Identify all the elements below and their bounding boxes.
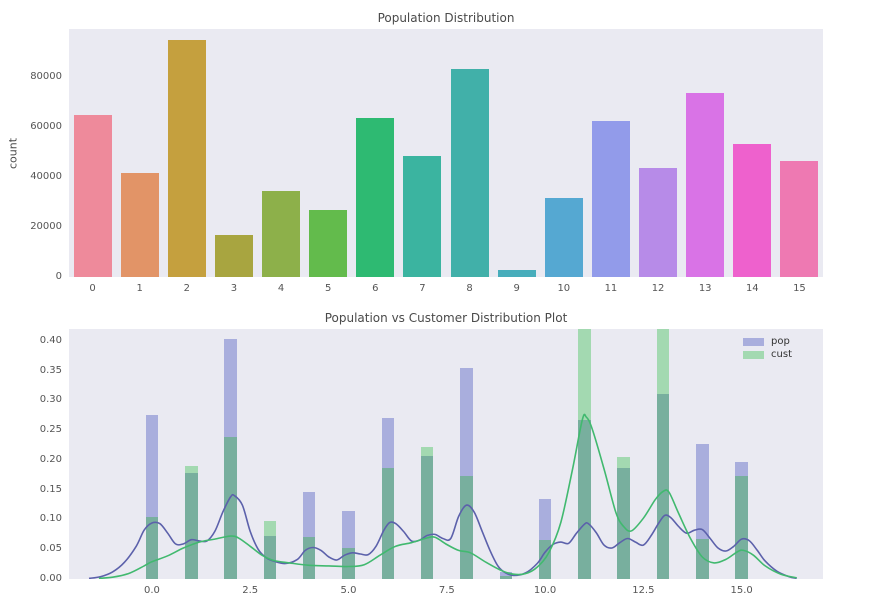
x-tick-label: 5 bbox=[325, 283, 332, 294]
hist-bar-cust-13 bbox=[656, 329, 670, 394]
legend: pop cust bbox=[743, 337, 792, 360]
hist-bar-overlap-12 bbox=[617, 468, 630, 579]
x-tick-label: 0 bbox=[89, 283, 96, 294]
hist-bar-cust-11 bbox=[578, 329, 591, 420]
kde-line-cust bbox=[98, 413, 797, 579]
top-chart-title: Population Distribution bbox=[377, 11, 515, 25]
hist-bar-pop-14 bbox=[696, 443, 709, 540]
hist-bar-pop-0 bbox=[145, 415, 159, 517]
bar-8 bbox=[450, 68, 489, 277]
x-tick-label: 13 bbox=[698, 283, 712, 294]
x-tick-label: 7 bbox=[419, 283, 426, 294]
bottom-chart-plot-area: pop cust bbox=[69, 329, 823, 579]
bar-3 bbox=[214, 234, 253, 277]
bar-15 bbox=[780, 161, 819, 277]
x-tick-label: 11 bbox=[604, 283, 618, 294]
hist-bar-pop-8 bbox=[460, 367, 473, 476]
hist-bar-overlap-5 bbox=[342, 548, 355, 579]
hist-bar-overlap-11 bbox=[578, 419, 591, 579]
hist-bar-pop-9 bbox=[499, 572, 512, 576]
y-tick-label: 20000 bbox=[30, 220, 62, 232]
bar-9 bbox=[497, 270, 536, 277]
hist-bar-pop-2 bbox=[224, 338, 237, 438]
y-tick-label: 0.25 bbox=[39, 424, 62, 436]
hist-bar-overlap-13 bbox=[656, 393, 670, 579]
hist-bar-overlap-14 bbox=[696, 539, 709, 579]
hist-bar-overlap-3 bbox=[263, 536, 277, 579]
bar-6 bbox=[356, 118, 395, 277]
y-tick-label: 0.30 bbox=[39, 394, 62, 406]
hist-bar-cust-1 bbox=[185, 465, 198, 473]
legend-swatch-pop bbox=[743, 338, 765, 346]
legend-entry-cust: cust bbox=[743, 350, 792, 360]
y-tick-label: 80000 bbox=[30, 70, 62, 82]
y-tick-label: 0 bbox=[55, 271, 62, 282]
x-tick-label: 12 bbox=[651, 283, 665, 294]
x-tick-label: 0.0 bbox=[143, 585, 160, 596]
hist-bar-overlap-1 bbox=[185, 473, 198, 579]
bar-0 bbox=[73, 115, 112, 277]
bar-14 bbox=[733, 143, 772, 277]
x-tick-label: 10 bbox=[557, 283, 571, 294]
bar-4 bbox=[262, 190, 301, 277]
y-tick-label: 0.20 bbox=[39, 453, 62, 465]
bar-13 bbox=[686, 93, 725, 277]
x-tick-label: 2.5 bbox=[242, 585, 259, 596]
bar-12 bbox=[639, 167, 678, 277]
hist-bar-pop-5 bbox=[342, 511, 355, 548]
x-tick-label: 4 bbox=[277, 283, 285, 294]
y-tick-label: 0.40 bbox=[39, 334, 62, 346]
y-tick-label: 0.05 bbox=[39, 543, 62, 555]
hist-bar-overlap-9 bbox=[499, 576, 512, 579]
x-tick-label: 1 bbox=[136, 283, 143, 294]
x-tick-label: 12.5 bbox=[632, 585, 655, 596]
hist-bar-pop-15 bbox=[735, 461, 748, 476]
x-tick-label: 14 bbox=[745, 283, 759, 294]
legend-entry-pop: pop bbox=[743, 337, 792, 347]
hist-bar-cust-3 bbox=[263, 520, 277, 537]
legend-label-pop: pop bbox=[771, 336, 790, 347]
hist-bar-pop-10 bbox=[538, 499, 552, 541]
hist-bar-overlap-2 bbox=[224, 437, 237, 579]
y-tick-label: 0.35 bbox=[39, 364, 62, 376]
hist-bar-overlap-15 bbox=[735, 476, 748, 579]
y-tick-label: 0.10 bbox=[39, 513, 62, 525]
legend-swatch-cust bbox=[743, 351, 765, 359]
x-tick-label: 15.0 bbox=[730, 585, 753, 596]
kde-curves bbox=[88, 413, 797, 579]
bar-7 bbox=[403, 156, 442, 277]
hist-bar-cust-7 bbox=[420, 446, 434, 457]
bottom-chart-title: Population vs Customer Distribution Plot bbox=[324, 311, 568, 325]
bar-2 bbox=[167, 39, 206, 277]
x-tick-label: 5.0 bbox=[340, 585, 357, 596]
bar-10 bbox=[544, 198, 583, 277]
x-tick-label: 3 bbox=[230, 283, 238, 294]
y-tick-label: 0.15 bbox=[39, 483, 62, 495]
x-tick-label: 9 bbox=[513, 283, 520, 294]
hist-bar-pop-6 bbox=[381, 418, 395, 468]
y-tick-label: 0.00 bbox=[39, 573, 62, 584]
top-chart-y-axis-label: count bbox=[6, 137, 20, 170]
x-tick-label: 7.5 bbox=[438, 585, 455, 596]
hist-bar-pop-4 bbox=[302, 491, 316, 537]
bar-1 bbox=[120, 172, 159, 277]
legend-label-cust: cust bbox=[771, 349, 792, 360]
x-tick-label: 15 bbox=[793, 283, 806, 294]
bar-5 bbox=[309, 210, 348, 277]
bar-11 bbox=[591, 121, 630, 277]
x-tick-label: 2 bbox=[183, 283, 190, 294]
kde-line-pop bbox=[88, 493, 797, 579]
hist-bar-overlap-7 bbox=[420, 456, 434, 579]
x-tick-label: 10.0 bbox=[533, 585, 557, 596]
top-chart-plot-area bbox=[69, 29, 823, 277]
y-tick-label: 60000 bbox=[30, 120, 62, 132]
y-tick-label: 40000 bbox=[30, 170, 62, 182]
x-tick-label: 6 bbox=[372, 283, 379, 294]
x-tick-label: 8 bbox=[466, 283, 473, 294]
hist-bar-cust-12 bbox=[617, 457, 630, 469]
